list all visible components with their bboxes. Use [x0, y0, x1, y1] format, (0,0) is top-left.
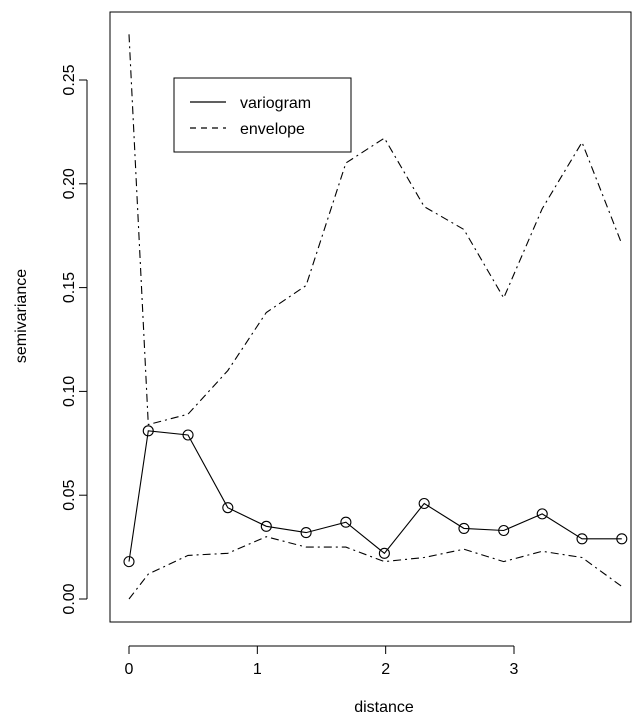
variogram-point [123, 556, 135, 568]
legend: variogram envelope [173, 77, 352, 153]
variogram-point [418, 497, 430, 510]
variogram-point [536, 508, 548, 520]
variogram-line [128, 430, 622, 562]
variogram-point [300, 527, 312, 539]
legend-envelope-label: envelope [240, 121, 305, 138]
variogram-point [616, 533, 628, 545]
y-tick-label: 0.05 [61, 480, 78, 511]
y-axis-label: semivariance [13, 269, 30, 363]
y-tick-label: 0.10 [61, 376, 78, 407]
x-tick-label: 3 [510, 661, 519, 678]
y-tick-label: 0.20 [61, 168, 78, 199]
y-tick-label: 0.15 [61, 272, 78, 303]
variogram-point [378, 547, 390, 559]
x-tick-label: 1 [253, 661, 262, 678]
x-tick-label: 0 [125, 661, 134, 678]
variogram-point [576, 533, 588, 545]
x-axis-label: distance [354, 699, 414, 716]
envelope-upper-line [128, 34, 623, 426]
variogram-point [340, 516, 352, 528]
axis-layer: 0 1 2 3 0.00 0.05 0.10 0.15 0.20 0.25 [61, 64, 519, 678]
variogram-point [142, 425, 154, 437]
variogram-point [222, 502, 234, 514]
x-tick-label: 2 [381, 661, 390, 678]
variogram-point [260, 520, 272, 532]
legend-variogram-label: variogram [240, 95, 311, 112]
series-layer [123, 34, 628, 600]
y-tick-label: 0.00 [61, 583, 78, 614]
variogram-point [182, 429, 194, 441]
plot-frame [109, 11, 632, 623]
legend-box [173, 77, 352, 153]
envelope-lower-line [128, 536, 623, 600]
variogram-point [458, 522, 470, 534]
y-tick-label: 0.25 [61, 64, 78, 95]
variogram-point [498, 524, 510, 537]
